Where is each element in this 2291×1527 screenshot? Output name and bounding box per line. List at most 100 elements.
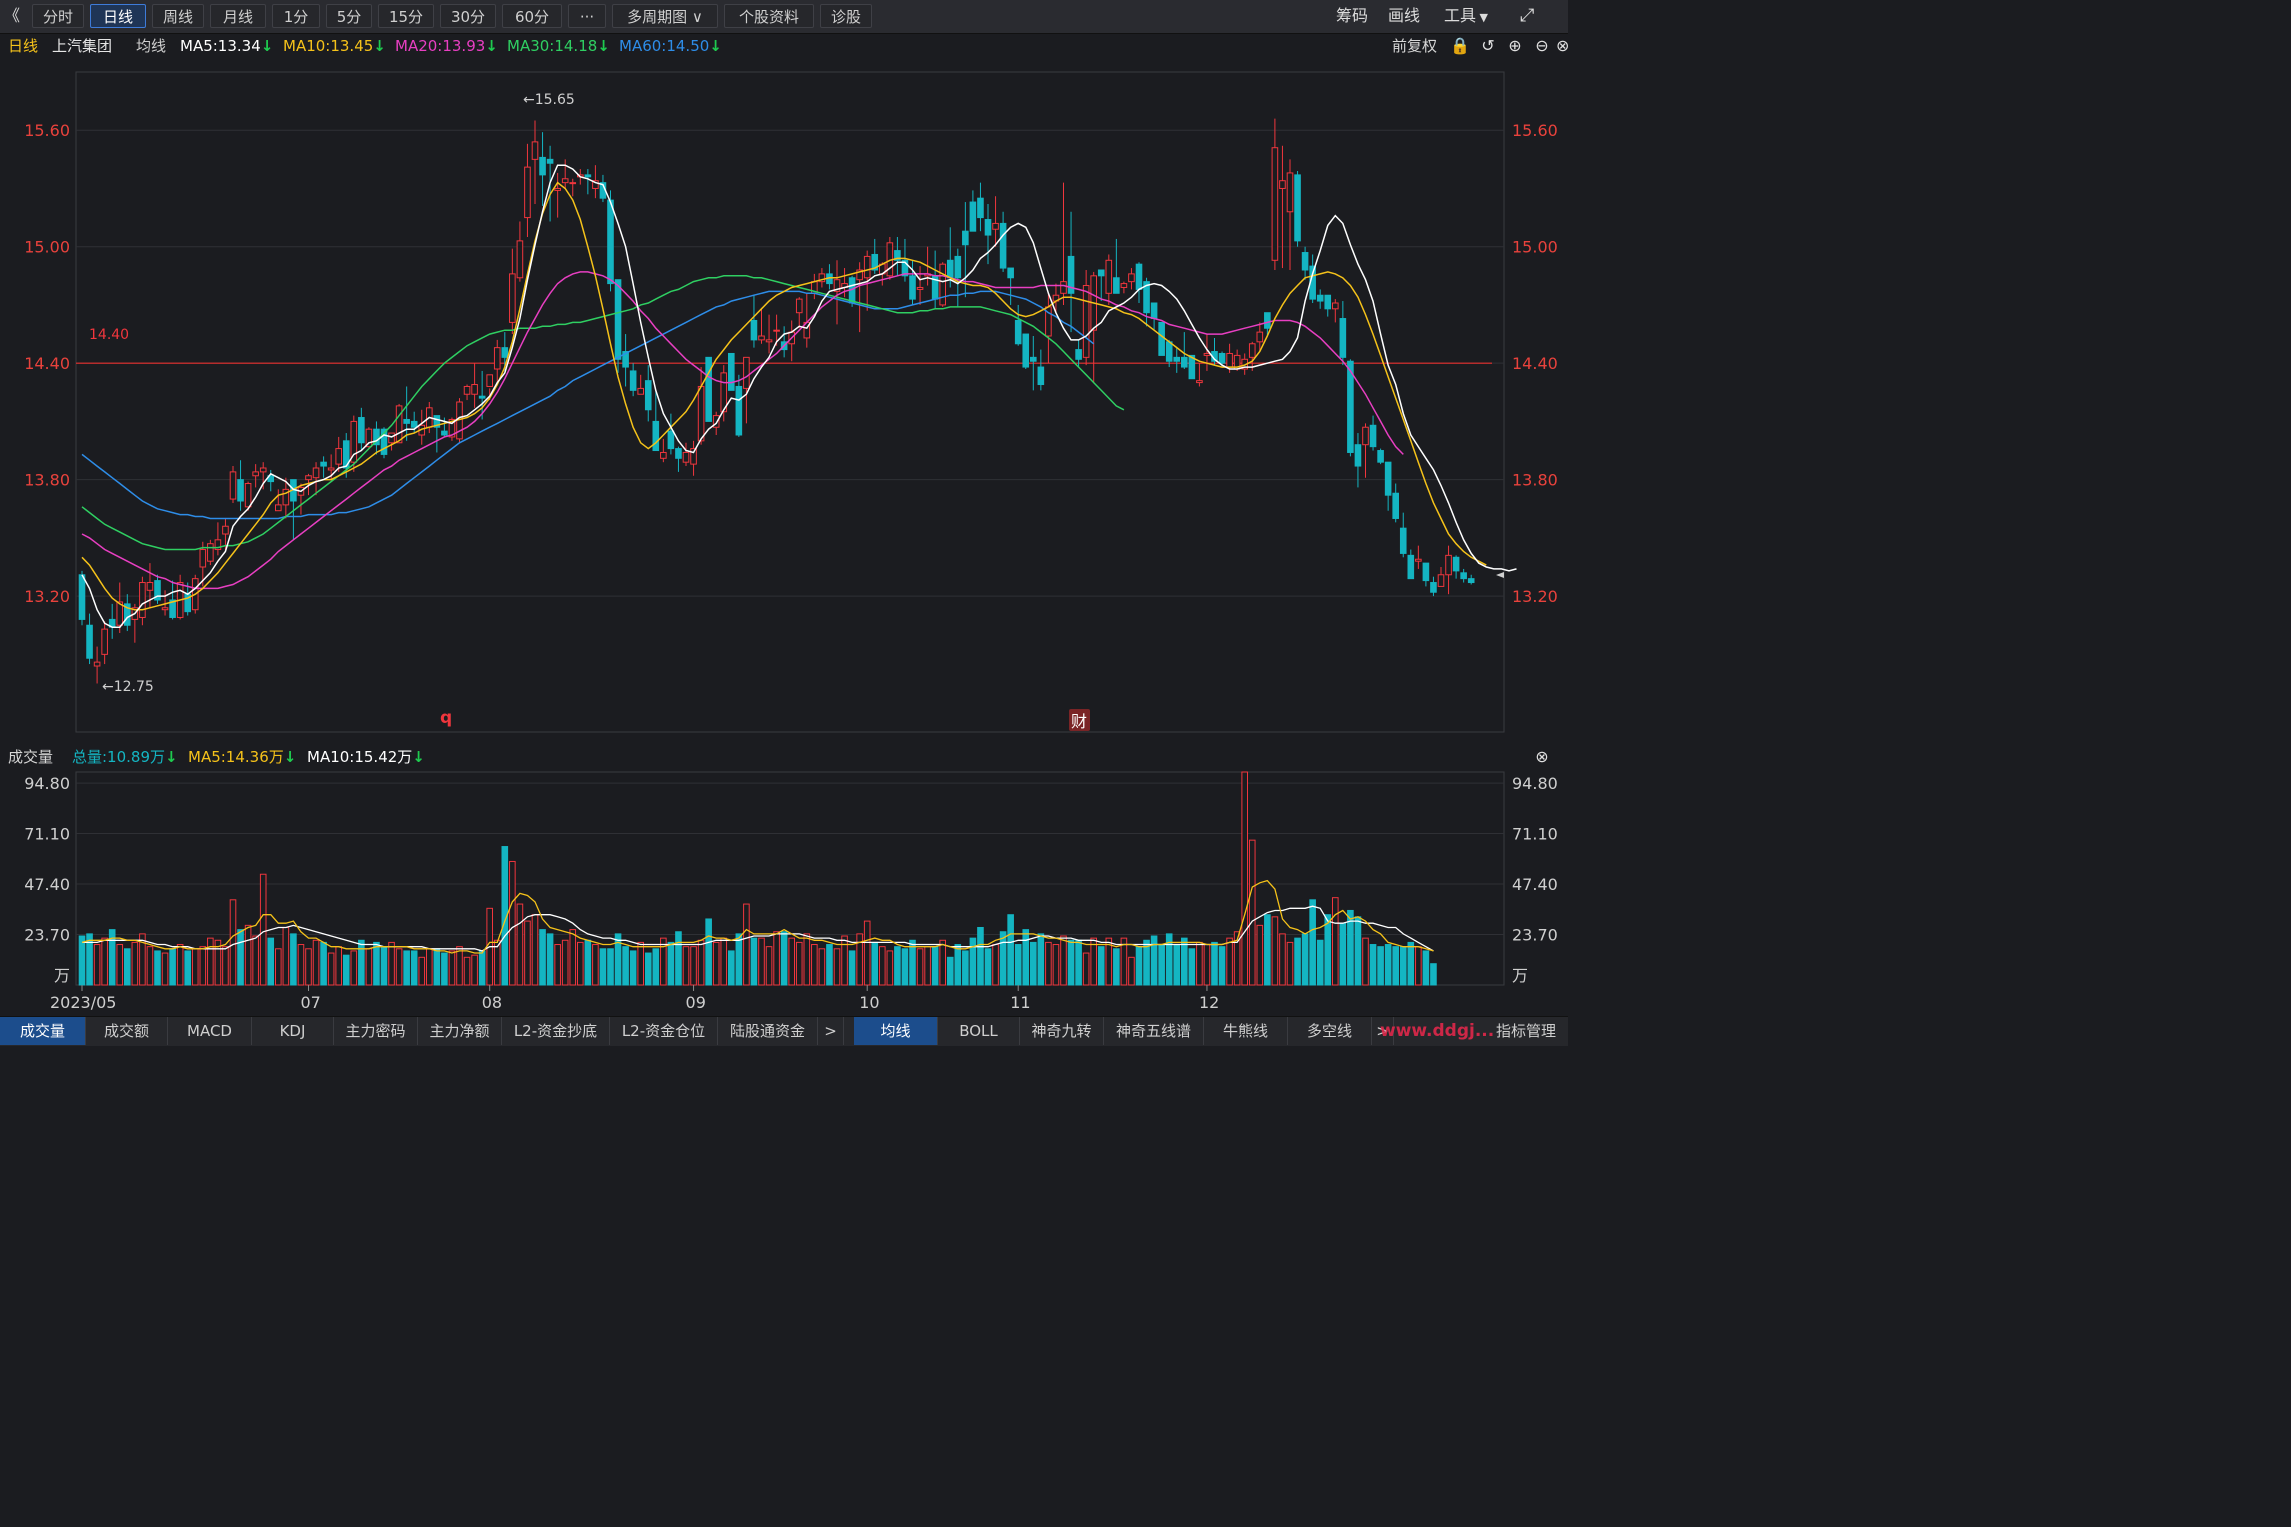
candle: [237, 479, 244, 502]
zoom-out-icon[interactable]: ⊖: [1535, 36, 1549, 55]
tab-volume[interactable]: 成交量: [0, 1017, 86, 1045]
undo-icon[interactable]: ↺: [1481, 36, 1495, 55]
tab-fenshi[interactable]: 分时: [32, 4, 84, 28]
candle: [1150, 302, 1158, 320]
date-label: 09: [686, 993, 706, 1012]
candle: [720, 372, 728, 413]
price-chart[interactable]: 15.60 15.60 15.00 15.00 14.40 14.40 13.80 13.80…: [0, 59, 1568, 745]
volume-bar: [773, 931, 780, 986]
tab-macd[interactable]: MACD: [168, 1017, 252, 1045]
zoom-in-icon[interactable]: ⊕: [1508, 36, 1522, 55]
tab-daily[interactable]: 日线: [90, 4, 146, 28]
candle: [1097, 269, 1105, 277]
price-axis-labels: 15.60 15.60 15.00 15.00 14.40 14.40 13.80 13.80…: [24, 121, 1558, 606]
tabs-scroll-right-icon-2[interactable]: >: [1372, 1017, 1394, 1045]
volume-bar: [1045, 941, 1052, 986]
tab-weekly[interactable]: 周线: [152, 4, 204, 28]
volume-bar: [750, 937, 758, 986]
tab-long-short[interactable]: 多空线: [1288, 1017, 1372, 1045]
tab-1min[interactable]: 1分: [272, 4, 320, 28]
more-periods-button[interactable]: ···: [568, 4, 606, 28]
volume-bar: [191, 948, 199, 986]
tab-boll[interactable]: BOLL: [938, 1017, 1020, 1045]
close-icon[interactable]: ⊗: [1556, 36, 1570, 55]
adjust-button[interactable]: 前复权: [1392, 37, 1438, 55]
date-axis-labels: 2023/05 07 08 09 10 11 12: [50, 985, 1219, 1012]
close-volume-icon[interactable]: ⊗: [1535, 747, 1549, 766]
volume-bar: [252, 935, 259, 986]
volume-bar: [879, 946, 886, 986]
volume-bar: [758, 937, 765, 986]
tab-turnover[interactable]: 成交额: [86, 1017, 168, 1045]
candle: [1452, 556, 1460, 572]
fullscreen-icon[interactable]: ⤢: [1520, 5, 1535, 26]
lock-icon[interactable]: 🔒: [1450, 36, 1470, 55]
candle: [1332, 302, 1339, 310]
tab-60min[interactable]: 60分: [502, 4, 562, 28]
ma20-line: [81, 271, 1404, 590]
tab-l2-position[interactable]: L2-资金仓位: [610, 1017, 718, 1045]
volume-bar: [1309, 899, 1316, 986]
tools-menu[interactable]: 工具 ▼: [1444, 4, 1488, 28]
ma-info-bar: 日线 上汽集团 均线 MA5:13.34↓ MA10:13.45↓ MA20:1…: [0, 34, 1570, 58]
candle: [486, 374, 493, 387]
candle: [441, 430, 448, 436]
candle: [607, 199, 614, 285]
volume-bar: [886, 950, 894, 986]
date-label: 2023/05: [50, 993, 116, 1012]
candle: [478, 395, 486, 399]
tab-l2-bottom[interactable]: L2-资金抄底: [502, 1017, 610, 1045]
volume-bar: [342, 954, 350, 986]
candle: [1392, 492, 1400, 519]
volume-bar: [984, 948, 992, 986]
draw-line-button[interactable]: 画线: [1388, 6, 1421, 25]
volume-chart[interactable]: 94.80 94.80 71.10 71.10 47.40 47.40 23.70 23.70…: [0, 770, 1568, 1016]
volume-bar: [946, 956, 954, 986]
tab-magic-five[interactable]: 神奇五线谱: [1104, 1017, 1204, 1045]
tab-bull-bear[interactable]: 牛熊线: [1204, 1017, 1288, 1045]
volume-bar: [1097, 946, 1105, 986]
candle: [1271, 147, 1279, 261]
volume-bar: [780, 931, 788, 986]
volume-bar: [101, 937, 108, 986]
stock-info-button[interactable]: 个股资料: [724, 4, 814, 28]
volume-total: 总量:10.89万↓: [72, 748, 178, 766]
avg-label[interactable]: 均线: [136, 37, 167, 55]
tab-main-code[interactable]: 主力密码: [334, 1017, 418, 1045]
volume-bar: [1060, 935, 1067, 986]
ma5-line: [81, 164, 1517, 628]
volume-bar: [577, 941, 584, 986]
candle: [652, 420, 660, 452]
tab-northbound[interactable]: 陆股通资金: [718, 1017, 818, 1045]
indicator-manage-button[interactable]: 指标管理: [1495, 1022, 1556, 1040]
candle: [871, 253, 879, 271]
volume-bar: [441, 952, 448, 986]
candle: [1007, 267, 1014, 279]
candle: [267, 475, 275, 483]
candle: [471, 384, 478, 395]
candle: [1369, 424, 1377, 448]
volume-bar: [1113, 948, 1120, 986]
tab-15min[interactable]: 15分: [378, 4, 434, 28]
candle: [282, 488, 290, 506]
tab-ma-overlay[interactable]: 均线: [854, 1017, 938, 1045]
tab-30min[interactable]: 30分: [440, 4, 496, 28]
tab-magic-nine[interactable]: 神奇九转: [1020, 1017, 1104, 1045]
tab-5min[interactable]: 5分: [326, 4, 372, 28]
diagnose-button[interactable]: 诊股: [820, 4, 872, 28]
tabs-scroll-right-icon[interactable]: >: [818, 1017, 844, 1045]
multi-period-dropdown[interactable]: 多周期图 ∨: [612, 4, 718, 28]
tab-main-net[interactable]: 主力净额: [418, 1017, 502, 1045]
volume-bar: [501, 846, 509, 986]
back-button[interactable]: 《: [4, 6, 21, 25]
volume-label[interactable]: 成交量: [8, 748, 54, 766]
volume-bar: [1369, 944, 1377, 986]
tab-monthly[interactable]: 月线: [210, 4, 266, 28]
volume-bar: [433, 948, 441, 986]
candle: [546, 158, 554, 164]
candle: [169, 599, 176, 618]
tab-kdj[interactable]: KDJ: [252, 1017, 334, 1045]
chips-button[interactable]: 筹码: [1336, 6, 1369, 25]
volume-bar: [320, 941, 327, 986]
volume-bar: [214, 939, 222, 986]
